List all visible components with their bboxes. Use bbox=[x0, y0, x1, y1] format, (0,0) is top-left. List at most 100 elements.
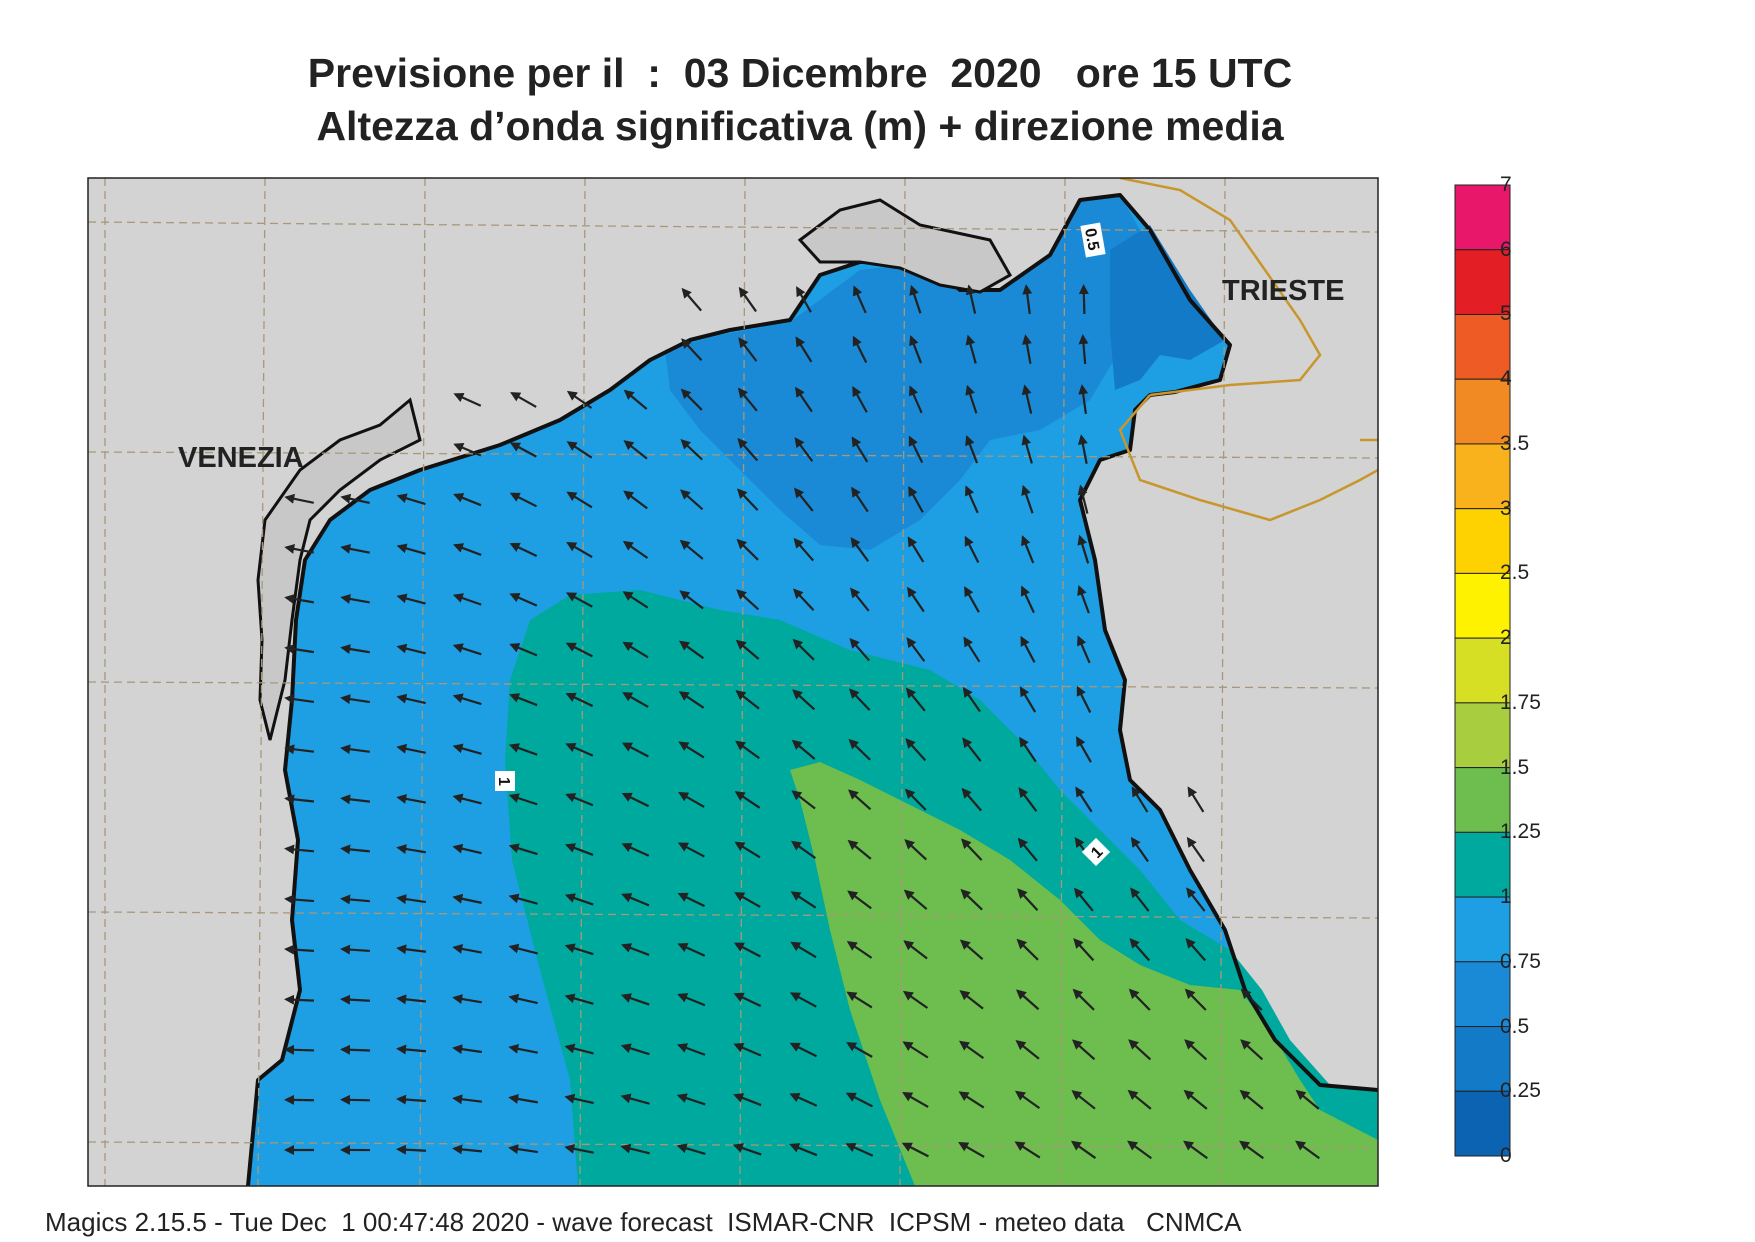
wave-arrow bbox=[677, 942, 706, 957]
wave-arrow bbox=[789, 992, 817, 1008]
wave-arrow bbox=[793, 487, 814, 512]
wave-arrow bbox=[1129, 937, 1151, 962]
wave-arrow bbox=[1073, 887, 1094, 912]
wave-arrow bbox=[622, 540, 649, 559]
wave-arrow bbox=[396, 493, 426, 506]
wave-arrow bbox=[284, 844, 315, 855]
wave-arrow bbox=[564, 893, 594, 906]
wave-arrow bbox=[284, 694, 315, 705]
wave-arrow bbox=[452, 893, 482, 904]
wave-arrow bbox=[1130, 887, 1150, 912]
wave-arrow bbox=[453, 443, 482, 457]
wave-arrow bbox=[396, 593, 426, 605]
contour-label-1-west: 1 bbox=[495, 771, 515, 791]
wave-arrow bbox=[851, 436, 869, 463]
wave-arrow bbox=[963, 636, 981, 663]
wave-arrow bbox=[565, 793, 594, 807]
wave-arrow bbox=[1020, 635, 1036, 663]
wave-arrow bbox=[340, 1094, 371, 1105]
colorbar-tick-label: 6 bbox=[1500, 237, 1512, 261]
wave-arrow bbox=[1186, 887, 1206, 912]
wave-arrow bbox=[737, 387, 758, 412]
city-label-trieste: TRIESTE bbox=[1222, 275, 1344, 307]
wave-arrow bbox=[564, 1043, 594, 1055]
wave-arrow bbox=[904, 788, 927, 811]
wave-arrow bbox=[1078, 334, 1089, 365]
wave-arrow bbox=[509, 693, 538, 707]
wave-arrow bbox=[680, 439, 703, 461]
colorbar-tick-label: 0.25 bbox=[1500, 1079, 1541, 1103]
wave-arrow bbox=[852, 335, 868, 364]
wave-arrow bbox=[790, 840, 817, 860]
wave-arrow bbox=[790, 941, 817, 959]
wave-arrow bbox=[1015, 1040, 1040, 1060]
wave-arrow bbox=[621, 893, 650, 907]
wave-arrow bbox=[621, 742, 649, 758]
wave-arrow bbox=[622, 641, 649, 659]
map-frame bbox=[87, 177, 1379, 1187]
wave-arrow bbox=[565, 843, 594, 856]
wave-arrow bbox=[508, 1094, 538, 1104]
wave-arrow bbox=[284, 894, 315, 905]
wave-arrow bbox=[962, 737, 982, 762]
wave-arrow bbox=[452, 643, 482, 656]
wave-arrow bbox=[508, 943, 538, 955]
wave-arrow bbox=[676, 1143, 706, 1156]
wave-arrow bbox=[623, 389, 648, 410]
wave-arrow bbox=[340, 1044, 371, 1055]
wave-arrow bbox=[1016, 938, 1039, 961]
wave-arrow bbox=[677, 993, 706, 1007]
wave-arrow bbox=[340, 644, 370, 654]
wave-arrow bbox=[792, 638, 815, 661]
sea-area-1-25-1-5 bbox=[790, 762, 1378, 1186]
wave-arrow bbox=[510, 392, 537, 408]
wave-arrow bbox=[1185, 937, 1207, 962]
wave-arrow bbox=[1130, 836, 1149, 863]
wave-arrow bbox=[908, 485, 924, 513]
wave-arrow bbox=[848, 738, 871, 761]
wave-arrow bbox=[564, 993, 594, 1005]
wave-arrow bbox=[1021, 535, 1035, 564]
colorbar-tick-label: 3 bbox=[1500, 496, 1512, 520]
wave-arrow bbox=[284, 944, 315, 955]
wave-arrow bbox=[452, 943, 482, 954]
wave-arrow bbox=[964, 485, 979, 514]
wave-arrow bbox=[679, 539, 704, 560]
wave-arrow bbox=[509, 592, 538, 607]
wave-arrow bbox=[508, 793, 538, 806]
wave-arrow bbox=[845, 1092, 873, 1108]
wave-arrow bbox=[1076, 685, 1092, 714]
colorbar-swatch bbox=[1454, 313, 1511, 380]
wave-arrow bbox=[284, 1044, 315, 1055]
wave-arrow bbox=[564, 943, 594, 956]
colorbar-swatch bbox=[1454, 378, 1511, 445]
wave-arrow bbox=[906, 637, 926, 662]
wave-arrow bbox=[340, 894, 371, 905]
wave-arrow bbox=[959, 939, 984, 961]
wave-arrow bbox=[676, 1043, 706, 1056]
wave-arrow bbox=[737, 438, 759, 462]
sea-area-0-25-0-5 bbox=[1110, 225, 1225, 390]
wave-arrow bbox=[852, 385, 868, 413]
colorbar-swatch bbox=[1454, 961, 1511, 1028]
wave-arrow bbox=[1183, 1140, 1208, 1160]
wave-arrow bbox=[1021, 434, 1033, 464]
colorbar-swatch bbox=[1454, 896, 1511, 963]
wave-arrow bbox=[846, 991, 873, 1009]
wave-arrow bbox=[565, 592, 593, 608]
wave-arrow bbox=[1077, 434, 1088, 464]
wave-arrow bbox=[901, 1142, 929, 1158]
wave-arrow bbox=[903, 940, 928, 960]
wave-arrow bbox=[733, 1043, 762, 1057]
colorbar-swatch bbox=[1454, 184, 1511, 251]
colorbar-tick-label: 4 bbox=[1500, 367, 1512, 391]
wave-arrow bbox=[452, 994, 482, 1004]
wave-arrow bbox=[678, 741, 705, 759]
contour-label-1-east: 1 bbox=[1081, 837, 1111, 867]
wave-arrow bbox=[904, 839, 928, 861]
colorbar-tick-label: 7 bbox=[1500, 173, 1512, 196]
wave-arrow bbox=[452, 1094, 483, 1105]
wave-arrow bbox=[452, 843, 482, 855]
wave-arrow bbox=[738, 337, 758, 362]
colorbar-swatch bbox=[1454, 1090, 1511, 1157]
